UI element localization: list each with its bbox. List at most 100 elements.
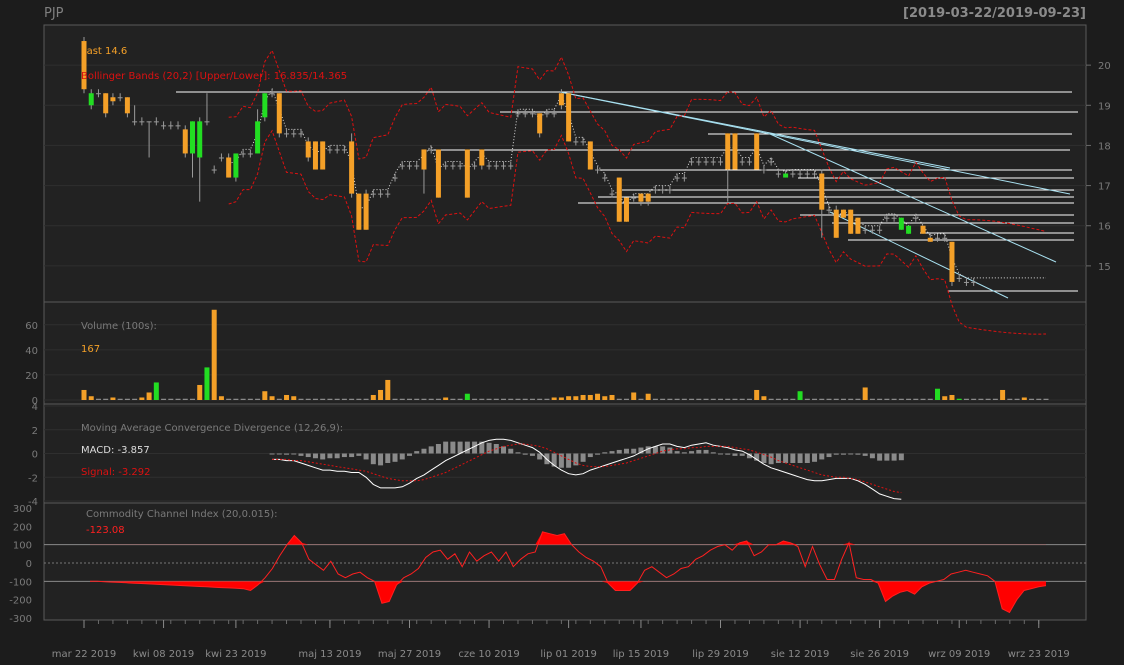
- macd-histogram-bar: [616, 449, 622, 454]
- volume-bar: [197, 384, 203, 400]
- macd-histogram-bar: [356, 453, 362, 456]
- volume-bar: [132, 398, 138, 400]
- candle-body: [732, 133, 738, 170]
- macd-histogram-bar: [595, 453, 601, 455]
- volume-bar: [746, 398, 752, 400]
- candle-body: [464, 149, 470, 198]
- price-tick-label: 16: [1098, 222, 1111, 233]
- candle-body: [783, 173, 789, 178]
- volume-bar: [927, 398, 933, 400]
- volume-bar: [848, 398, 854, 400]
- volume-bar: [558, 397, 564, 400]
- volume-bar: [81, 389, 87, 400]
- cci-value: -123.08: [86, 525, 125, 536]
- candle-body: [189, 121, 195, 154]
- volume-tick-label: 40: [25, 346, 38, 357]
- x-tick-label: wrz 09 2019: [928, 649, 990, 660]
- candle-body: [718, 161, 724, 163]
- candle-body: [501, 165, 507, 167]
- macd-histogram-bar: [840, 453, 846, 455]
- volume-bar: [168, 398, 174, 400]
- macd-histogram-bar: [667, 447, 673, 454]
- volume-bar: [992, 398, 998, 400]
- volume-title: Volume (100s):: [81, 321, 157, 332]
- candle-body: [761, 169, 767, 171]
- macd-histogram-bar: [515, 452, 521, 454]
- volume-bar: [869, 398, 875, 400]
- candle-body: [341, 149, 347, 151]
- candle-body: [862, 229, 868, 231]
- volume-tick-label: 60: [25, 321, 38, 332]
- volume-bar: [623, 398, 629, 400]
- x-tick-label: cze 10 2019: [458, 649, 519, 660]
- macd-histogram-bar: [775, 453, 781, 463]
- candle-body: [544, 113, 550, 115]
- volume-bar: [660, 398, 666, 400]
- volume-bar: [949, 394, 955, 400]
- volume-bar: [942, 396, 948, 400]
- candle-body: [566, 93, 572, 142]
- volume-bar: [566, 396, 572, 400]
- volume-bar: [378, 389, 384, 400]
- macd-histogram-bar: [645, 446, 651, 454]
- macd-histogram-bar: [334, 453, 340, 459]
- candle-body: [385, 193, 391, 195]
- candle-body: [255, 121, 261, 154]
- volume-bar: [276, 398, 282, 400]
- candle-body: [710, 161, 716, 163]
- candle-body: [609, 193, 615, 195]
- volume-bar: [182, 398, 188, 400]
- candle-body: [443, 165, 449, 167]
- volume-bar: [1014, 398, 1020, 400]
- volume-bar: [233, 398, 239, 400]
- macd-histogram-bar: [450, 441, 456, 454]
- volume-bar: [718, 398, 724, 400]
- candle-body: [739, 161, 745, 163]
- cci-tick-label: -100: [9, 577, 32, 588]
- volume-bar: [153, 382, 159, 400]
- macd-histogram-bar: [312, 453, 318, 459]
- volume-bar: [739, 398, 745, 400]
- macd-histogram-bar: [710, 452, 716, 454]
- candle-body: [168, 125, 174, 127]
- volume-bar: [544, 398, 550, 400]
- volume-bar: [312, 398, 318, 400]
- volume-bar: [537, 398, 543, 400]
- price-tick-label: 15: [1098, 262, 1111, 273]
- candle-body: [291, 133, 297, 135]
- volume-bar: [392, 398, 398, 400]
- candle-body: [754, 133, 760, 170]
- volume-bar: [884, 398, 890, 400]
- macd-histogram-bar: [508, 448, 514, 454]
- macd-histogram-bar: [848, 453, 854, 455]
- candle-body: [942, 237, 948, 239]
- volume-bar: [486, 398, 492, 400]
- macd-histogram-bar: [877, 453, 883, 461]
- cci-tick-label: -300: [9, 614, 32, 625]
- volume-bar: [819, 398, 825, 400]
- volume-bar: [862, 387, 868, 400]
- macd-histogram-bar: [689, 451, 695, 454]
- volume-bar: [529, 398, 535, 400]
- x-tick-label: lip 29 2019: [692, 649, 748, 660]
- candle-body: [638, 193, 644, 202]
- volume-bar: [978, 398, 984, 400]
- volume-bar: [725, 398, 731, 400]
- volume-bar: [703, 398, 709, 400]
- volume-bar: [667, 398, 673, 400]
- volume-bar: [587, 394, 593, 400]
- volume-bar: [602, 396, 608, 400]
- volume-bar: [898, 398, 904, 400]
- volume-bar: [269, 396, 275, 400]
- macd-value-label: MACD: -3.857: [81, 445, 150, 456]
- candle-body: [595, 169, 601, 171]
- candle-body: [775, 173, 781, 175]
- candle-body: [906, 225, 912, 234]
- macd-histogram-bar: [305, 453, 311, 458]
- volume-bar: [768, 398, 774, 400]
- macd-histogram-bar: [718, 453, 724, 455]
- volume-tick-label: 0: [32, 396, 38, 407]
- candle-body: [674, 177, 680, 179]
- candle-body: [262, 93, 268, 118]
- x-tick-label: kwi 08 2019: [133, 649, 194, 660]
